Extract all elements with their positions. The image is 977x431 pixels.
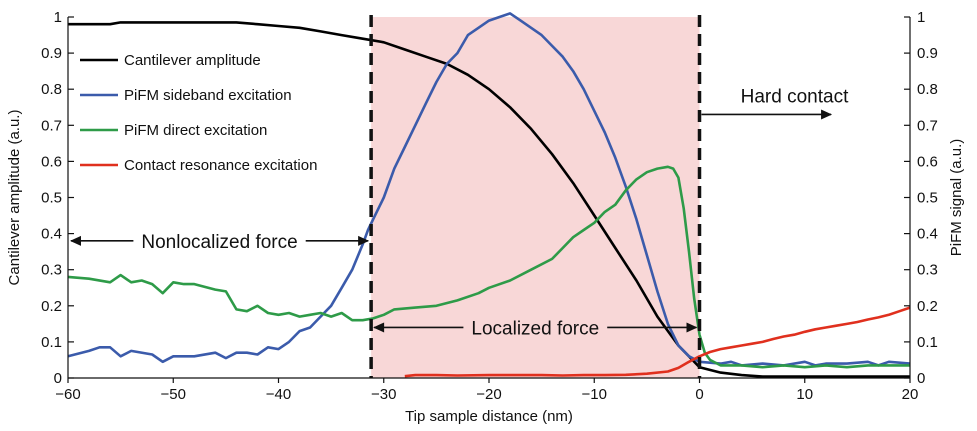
y-tick-label-left: 0.2 (41, 298, 62, 315)
legend: Cantilever amplitude PiFM sideband excita… (80, 52, 317, 174)
annotations: Nonlocalized force Localized force Hard co… (70, 86, 849, 339)
localized-force-region (371, 17, 700, 378)
y-tick-label-left: 0.6 (41, 153, 62, 170)
y-tick-label-left: 0.7 (41, 117, 62, 134)
y-tick-label-right: 1 (917, 9, 925, 26)
y-tick-label-right: 0.5 (917, 190, 938, 207)
y-tick-label-left: 0.9 (41, 45, 62, 62)
x-tick-label: 20 (902, 386, 919, 403)
ticks-layer: 0 0 0.1 0.1 0.2 0.2 0.3 0.3 0.4 0.4 0.5 0.5 0.6 0.6 0.… (41, 9, 938, 403)
annotation-arrowhead-left-0 (70, 235, 81, 246)
y-tick-label-right: 0.4 (917, 226, 938, 243)
x-tick-label: −60 (55, 386, 80, 403)
y-axis-right-title: PiFM signal (a.u.) (948, 139, 965, 257)
annotation-arrowhead-2 (821, 109, 833, 120)
x-tick-label: −20 (476, 386, 501, 403)
x-tick-label: −40 (266, 386, 291, 403)
legend-label-2: PiFM direct excitation (124, 122, 267, 139)
y-tick-label-left: 0 (54, 370, 62, 387)
x-tick-label: 0 (695, 386, 703, 403)
y-tick-label-right: 0.1 (917, 334, 938, 351)
annotation-label-2: Hard contact (741, 86, 849, 107)
series-line-3 (404, 306, 911, 378)
y-tick-label-right: 0.3 (917, 262, 938, 279)
y-tick-label-right: 0.9 (917, 45, 938, 62)
y-tick-label-right: 0.8 (917, 81, 938, 98)
annotation-arrowhead-left-1 (373, 322, 385, 333)
y-tick-label-right: 0 (917, 370, 925, 387)
x-axis-title: Tip sample distance (nm) (405, 408, 573, 425)
y-axis-left-title: Cantilever amplitude (a.u.) (6, 110, 23, 286)
annotation-label-1: Localized force (471, 318, 599, 339)
y-tick-label-left: 0.5 (41, 190, 62, 207)
x-tick-label: −50 (161, 386, 186, 403)
legend-label-1: PiFM sideband excitation (124, 87, 292, 104)
annotation-label-0: Nonlocalized force (141, 232, 297, 253)
x-tick-label: 10 (796, 386, 813, 403)
legend-label-0: Cantilever amplitude (124, 52, 261, 69)
y-tick-label-left: 0.8 (41, 81, 62, 98)
annotation-arrowhead-right-1 (686, 322, 698, 333)
y-tick-label-right: 0.2 (917, 298, 938, 315)
boundary-layer (369, 15, 702, 378)
legend-label-3: Contact resonance excitation (124, 157, 317, 174)
y-tick-label-right: 0.6 (917, 153, 938, 170)
x-tick-label: −10 (582, 386, 607, 403)
series-line-1 (67, 12, 911, 367)
y-tick-label-left: 0.3 (41, 262, 62, 279)
y-tick-label-left: 0.1 (41, 334, 62, 351)
y-tick-label-left: 0.4 (41, 226, 62, 243)
x-tick-label: −30 (371, 386, 396, 403)
annotation-arrowhead-right-0 (358, 235, 370, 246)
y-tick-label-left: 1 (54, 9, 62, 26)
y-tick-label-right: 0.7 (917, 117, 938, 134)
